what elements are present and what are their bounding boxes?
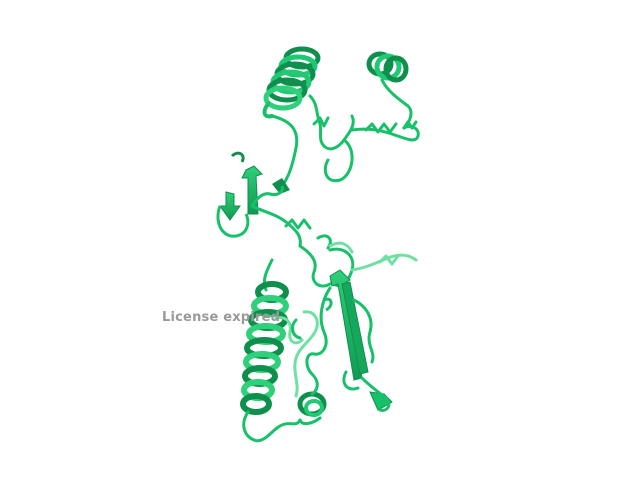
beta-sheet-upper [216, 151, 290, 238]
central-loops [250, 204, 418, 288]
upper-loops [270, 94, 420, 188]
top-helix-b [366, 51, 413, 130]
top-helix-a [262, 46, 321, 119]
lower-helix [240, 258, 304, 443]
lower-loops [291, 286, 391, 412]
lower-small-helix [297, 391, 327, 426]
license-watermark: License expired [162, 310, 281, 325]
